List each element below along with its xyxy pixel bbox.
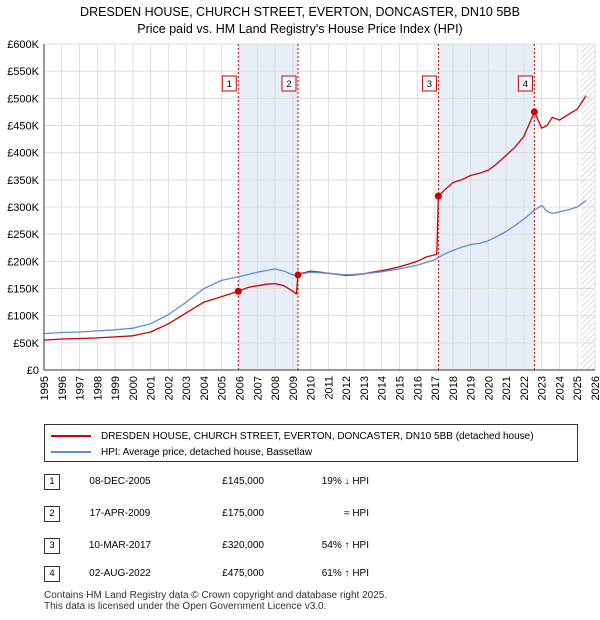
sale-label-box [517,75,533,92]
sale-price: £475,000 [222,568,264,579]
y-tick-label: £300K [7,202,39,214]
x-tick-label: 2002 [163,376,175,400]
x-tick-label: 2021 [501,376,513,400]
x-tick-label: 2011 [323,376,335,400]
y-tick-label: £600K [7,39,39,51]
x-tick-label: 2004 [199,376,211,400]
sale-price: £175,000 [222,508,264,519]
x-tick-label: 2001 [146,376,158,400]
sale-hpi-comparison: 19% ↓ HPI [321,476,369,487]
y-tick-label: £200K [7,256,39,268]
sale-number-badge: 2 [44,506,60,522]
y-tick-label: £350K [7,175,39,187]
sale-label-box [281,75,297,92]
y-tick-label: £400K [7,148,39,160]
x-tick-label: 2023 [537,376,549,400]
x-tick-label: 2016 [412,376,424,400]
sale-hpi-comparison: ≈ HPI [344,508,369,519]
sale-hpi-comparison: 54% ↑ HPI [321,540,369,551]
sale-price: £320,000 [222,540,264,551]
y-tick-label: £550K [7,66,39,78]
chart-title: DRESDEN HOUSE, CHURCH STREET, EVERTON, D… [0,4,600,38]
x-tick-label: 2024 [554,376,566,400]
y-tick-label: £100K [7,311,39,323]
title-line-2: Price paid vs. HM Land Registry's House … [137,22,463,36]
sale-label-box [221,75,237,92]
x-tick-label: 2005 [217,376,229,400]
x-tick-label: 2020 [483,376,495,400]
sale-number-badge: 1 [44,474,60,490]
x-tick-label: 2014 [377,376,389,400]
legend-swatch-hpi [51,451,91,453]
legend-swatch-property [51,435,91,437]
sale-row: 3 10-MAR-2017 £320,000 54% ↑ HPI [44,538,404,556]
sale-date: 10-MAR-2017 [88,540,152,551]
x-tick-label: 2003 [181,376,193,400]
x-tick-label: 1999 [110,376,122,400]
x-tick-label: 2010 [306,376,318,400]
x-tick-label: 2007 [252,376,264,400]
x-tick-label: 2017 [430,376,442,400]
y-tick-label: £150K [7,284,39,296]
sale-point [530,108,538,116]
sale-label: 3 [427,79,432,90]
x-tick-label: 1996 [57,376,69,400]
x-tick-label: 2026 [590,376,600,400]
x-tick-label: 2006 [235,376,247,400]
x-tick-label: 2008 [270,376,282,400]
legend-item-hpi: HPI: Average price, detached house, Bass… [51,445,312,459]
sale-date: 02-AUG-2022 [89,568,151,579]
sale-number-badge: 4 [44,566,60,582]
x-tick-label: 2025 [572,376,584,400]
y-tick-label: £450K [7,121,39,133]
x-tick-label: 1997 [75,376,87,400]
legend-label-property: DRESDEN HOUSE, CHURCH STREET, EVERTON, D… [101,430,534,442]
y-tick-label: £0 [27,365,39,377]
x-tick-label: 2000 [128,376,140,400]
sale-point [234,287,242,295]
legend: DRESDEN HOUSE, CHURCH STREET, EVERTON, D… [44,424,578,462]
x-tick-label: 2012 [341,376,353,400]
sale-number-badge: 3 [44,538,60,554]
footer-copyright: Contains HM Land Registry data © Crown c… [44,590,388,601]
x-tick-label: 2013 [359,376,371,400]
x-tick-label: 2009 [288,376,300,400]
x-tick-label: 2019 [466,376,478,400]
sale-point [294,271,302,279]
x-tick-label: 2022 [519,376,531,400]
y-tick-label: £50K [13,338,39,350]
legend-label-hpi: HPI: Average price, detached house, Bass… [101,446,313,458]
sale-row: 4 02-AUG-2022 £475,000 61% ↑ HPI [44,566,404,584]
x-tick-label: 2018 [448,376,460,400]
sale-date: 17-APR-2009 [89,508,151,519]
hpi-line [43,199,587,335]
x-tick-label: 1998 [92,376,104,400]
legend-item-property: DRESDEN HOUSE, CHURCH STREET, EVERTON, D… [51,429,534,443]
title-line-1: DRESDEN HOUSE, CHURCH STREET, EVERTON, D… [80,5,520,19]
price-chart: 1 2 3 4 £0 £50K £100K £150K £200K £250K £300K £350K… [7,39,600,400]
sale-hpi-comparison: 61% ↑ HPI [321,568,369,579]
sale-point [434,192,442,200]
sale-label: 2 [286,79,291,90]
footer-licence: This data is licensed under the Open Gov… [44,601,327,612]
sale-date: 08-DEC-2005 [89,476,151,487]
sale-row: 1 08-DEC-2005 £145,000 19% ↓ HPI [44,474,404,492]
sale-row: 2 17-APR-2009 £175,000 ≈ HPI [44,506,404,524]
sale-label-box [421,75,437,92]
y-tick-label: £250K [7,229,39,241]
sale-label: 1 [227,79,232,90]
sale-price: £145,000 [222,476,264,487]
sale-label: 4 [523,79,528,90]
footer: Contains HM Land Registry data © Crown c… [44,590,387,612]
x-tick-label: 2015 [394,376,406,400]
x-tick-label: 1995 [39,376,51,400]
y-tick-label: £500K [7,93,39,105]
